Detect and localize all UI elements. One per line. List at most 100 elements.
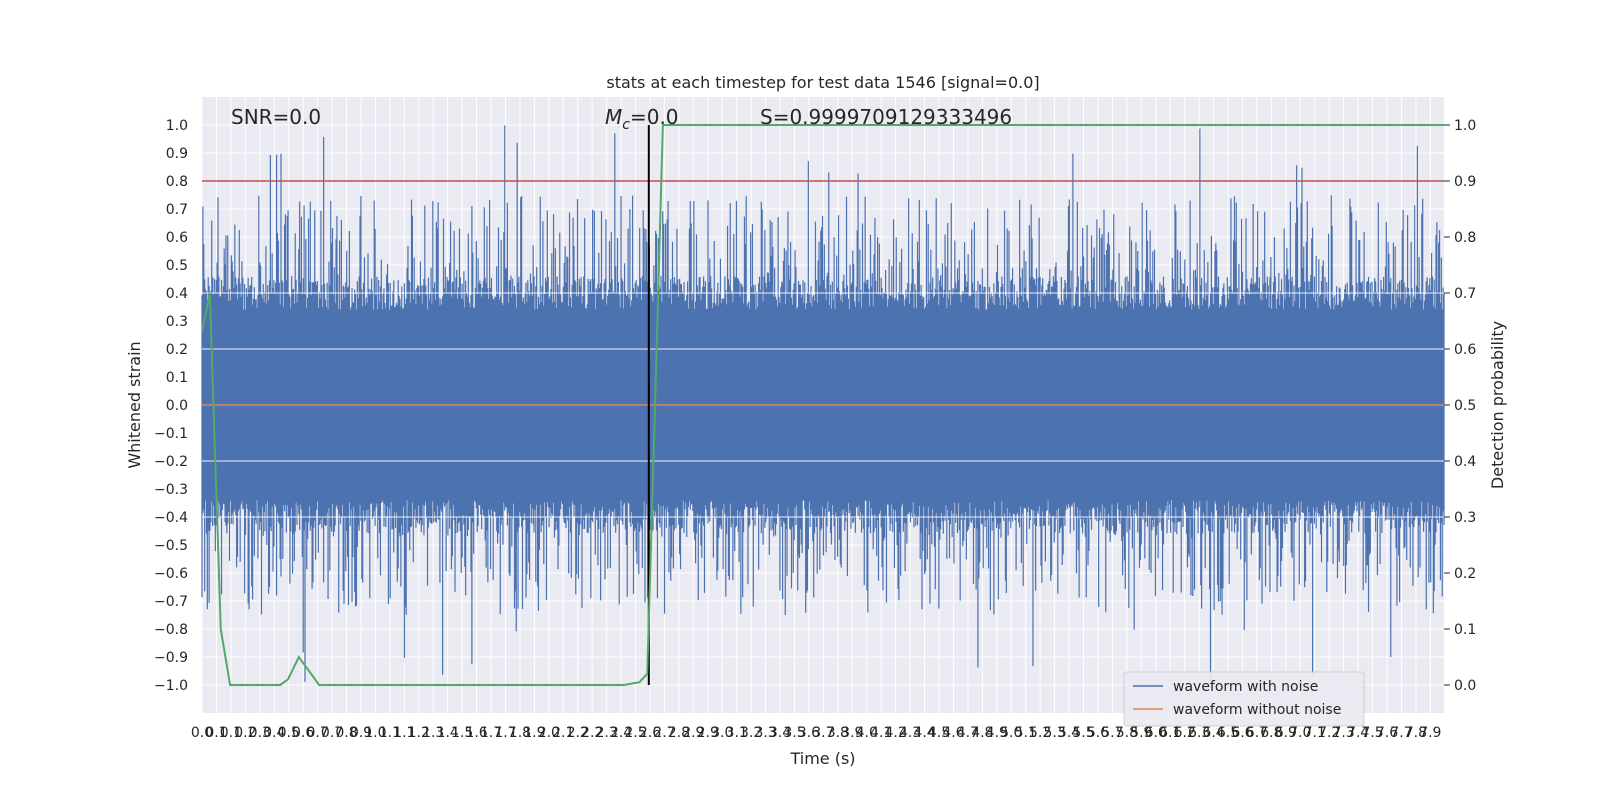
x-tick-label: 3.3 [754,725,776,741]
x-tick-label: 6.4 [1202,725,1224,741]
x-tick-label: 0.9 [350,725,372,741]
x-tick-label: 1.2 [408,725,430,741]
x-tick-label: 7.5 [1361,725,1383,741]
x-tick-label: 1.1 [393,725,415,741]
x-tick-label: 1.5 [451,725,473,741]
x-tick-label: 3.2 [740,725,762,741]
x-tick-label: 5.3 [1043,725,1065,741]
x-tick-label: 0.4 [263,725,285,741]
x-tick-label: 5.2 [1029,725,1051,741]
y2-tick-label: 1.0 [1454,118,1476,134]
y-tick-label: −1.0 [154,678,188,694]
y-axis-label: Whitened strain [125,341,144,468]
y2-tick-label: 0.1 [1454,622,1476,638]
x-tick-label: 0.3 [249,725,271,741]
y2-tick-label: 0.6 [1454,342,1476,358]
x-tick-label: 2.2 [581,725,603,741]
y-tick-label: −0.1 [154,426,188,442]
annotation-chirp-mass-subscript: c [622,117,630,133]
x-tick-label: 3.4 [769,725,791,741]
x-tick-label: 7.0 [1289,725,1311,741]
ticks: 0.00.10.10.20.30.40.50.60.70.70.80.91.01… [154,118,1476,741]
legend-box [1123,671,1365,727]
x-tick-label: 1.3 [422,725,444,741]
y-tick-label: 1.0 [166,118,188,134]
x-tick-label: 2.6 [639,725,661,741]
y2-tick-label: 0.8 [1454,230,1476,246]
chart-title: stats at each timestep for test data 154… [606,73,1039,92]
x-tick-label: 2.9 [682,725,704,741]
x-tick-label: 1.4 [437,725,459,741]
y-tick-label: 0.7 [166,202,188,218]
x-tick-label: 3.0 [711,725,733,741]
x-tick-label: 1.0 [364,725,386,741]
x-tick-label: 0.1 [205,725,227,741]
x-tick-label: 6.0 [1145,725,1167,741]
x-tick-label: 3.8 [827,725,849,741]
x-tick-label: 4.8 [971,725,993,741]
x-tick-label: 2.3 [595,725,617,741]
x-tick-label: 4.5 [928,725,950,741]
y-tick-label: −0.6 [154,566,188,582]
x-tick-label: 5.4 [1058,725,1080,741]
x-tick-label: 6.6 [1231,725,1253,741]
x-tick-label: 7.1 [1304,725,1326,741]
y-tick-label: 0.3 [166,314,188,330]
x-tick-label: 5.6 [1087,725,1109,741]
x-axis-label: Time (s) [789,749,855,768]
annotation-chirp-mass-value: =0.0 [630,105,679,129]
x-tick-label: 7.2 [1318,725,1340,741]
y2-tick-label: 0.9 [1454,174,1476,190]
x-tick-label: 2.0 [538,725,560,741]
annotation-score: S=0.9999709129333496 [760,105,1012,129]
x-tick-label: 4.7 [957,725,979,741]
x-tick-label: 6.5 [1217,725,1239,741]
y-tick-label: 0.6 [166,230,188,246]
x-tick-label: 0.0 [191,725,213,741]
y-tick-label: 0.9 [166,146,188,162]
y2-tick-label: 0.3 [1454,510,1476,526]
x-tick-label: 7.4 [1347,725,1369,741]
y-tick-label: 0.1 [166,370,188,386]
x-tick-label: 7.9 [1419,725,1441,741]
x-tick-label: 3.9 [841,725,863,741]
annotation-snr: SNR=0.0 [231,105,321,129]
x-tick-label: 4.3 [899,725,921,741]
x-tick-label: 2.9 [697,725,719,741]
y-tick-label: 0.4 [166,286,188,302]
y-tick-label: −0.3 [154,482,188,498]
x-tick-label: 0.1 [220,725,242,741]
x-tick-label: 1.1 [379,725,401,741]
x-tick-label: 2.1 [552,725,574,741]
y-tick-label: −0.8 [154,622,188,638]
x-tick-label: 5.9 [1130,725,1152,741]
legend: waveform with noise waveform without noi… [1123,671,1365,727]
x-tick-label: 6.9 [1275,725,1297,741]
y2-tick-label: 0.4 [1454,454,1476,470]
x-tick-label: 7.3 [1332,725,1354,741]
x-tick-label: 4.4 [913,725,935,741]
x-tick-label: 1.9 [523,725,545,741]
x-tick-label: 0.8 [335,725,357,741]
x-tick-label: 5.5 [1072,725,1094,741]
legend-label-waveform-with-noise: waveform with noise [1173,679,1318,695]
x-tick-label: 5.0 [1000,725,1022,741]
y-tick-label: −0.9 [154,650,188,666]
legend-label-waveform-without-noise: waveform without noise [1173,702,1341,718]
y2-tick-label: 0.7 [1454,286,1476,302]
x-tick-label: 6.3 [1188,725,1210,741]
detection-probability-line [201,124,1444,686]
y2-tick-label: 0.2 [1454,566,1476,582]
x-tick-label: 1.8 [509,725,531,741]
y-tick-label: 0.8 [166,174,188,190]
annotation-chirp-mass: Mc=0.0 [605,105,679,133]
x-tick-label: 3.1 [726,725,748,741]
x-tick-label: 7.7 [1390,725,1412,741]
x-tick-label: 5.8 [1116,725,1138,741]
y-tick-label: 0.0 [166,398,188,414]
x-tick-label: 6.1 [1159,725,1181,741]
x-tick-label: 0.6 [292,725,314,741]
x-tick-label: 2.2 [567,725,589,741]
x-tick-label: 4.2 [885,725,907,741]
